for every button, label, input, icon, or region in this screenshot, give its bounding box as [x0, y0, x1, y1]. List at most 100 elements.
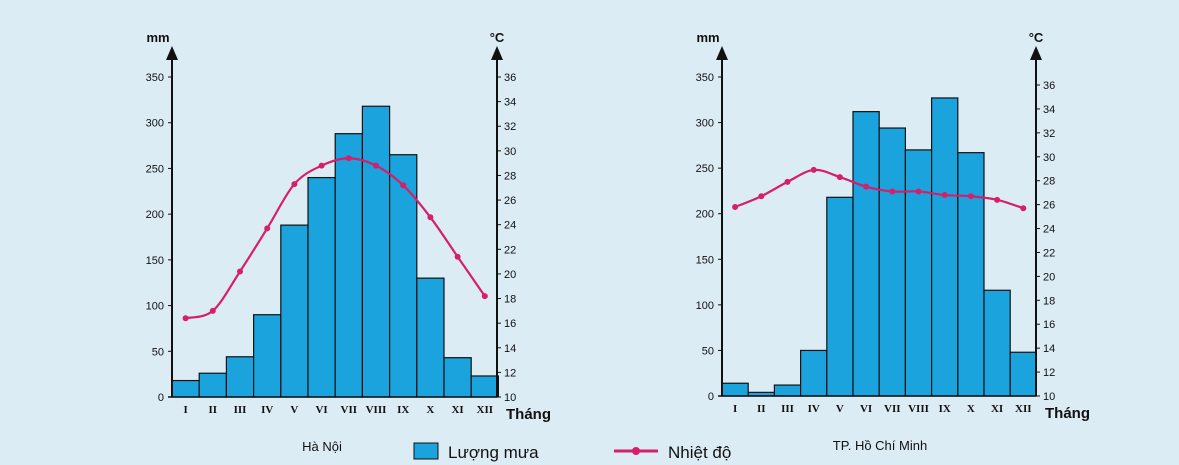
rainfall-bar	[361, 105, 391, 398]
right-tick-label: 16	[504, 318, 516, 330]
right-tick-label: 36	[504, 72, 516, 84]
temperature-point	[810, 166, 817, 173]
rainfall-bar	[826, 196, 854, 397]
month-label: I	[733, 403, 737, 415]
month-label: X	[967, 403, 975, 415]
right-tick-label: 10	[1043, 391, 1055, 403]
left-tick-label: 150	[146, 255, 164, 267]
city-name: Hà Nội	[302, 439, 342, 454]
month-label: II	[757, 403, 766, 415]
temperature-point	[863, 183, 870, 190]
legend-line-label: Nhiệt độ	[668, 443, 731, 462]
left-tick-label: 100	[146, 301, 164, 313]
temperature-point	[967, 193, 974, 200]
left-tick-label: 350	[146, 72, 164, 84]
left-tick-label: 300	[696, 118, 714, 130]
rainfall-bar	[198, 372, 227, 398]
right-tick-label: 36	[1043, 80, 1055, 92]
month-label: II	[209, 404, 218, 416]
temperature-line	[185, 157, 486, 320]
temperature-point	[1020, 205, 1027, 212]
rainfall-bar	[799, 349, 828, 397]
left-axis-unit: mm	[696, 30, 719, 45]
x-axis-label: Tháng	[506, 406, 551, 423]
rainfall-bar	[443, 357, 472, 398]
chart-2: 0 50 100 150 200 250 300 350 mm 10 12 14 16 18 20 22 24 2…	[696, 30, 1090, 453]
month-label: VII	[884, 403, 901, 415]
rainfall-bar	[416, 277, 445, 398]
right-tick-label: 18	[1043, 295, 1055, 307]
rainfall-bar	[389, 154, 418, 398]
left-axis-arrow	[716, 46, 728, 60]
rainfall-bar	[983, 289, 1011, 397]
right-tick-label: 16	[1043, 319, 1055, 331]
left-tick-label: 150	[696, 254, 714, 266]
temperature-point	[758, 193, 765, 200]
rainfall-bar	[957, 152, 985, 397]
right-tick-label: 14	[504, 343, 516, 355]
temperature-point	[427, 214, 434, 221]
temperature-point	[941, 192, 948, 199]
temperature-point	[400, 182, 407, 189]
right-tick-label: 14	[1043, 343, 1055, 355]
right-tick-label: 26	[1043, 200, 1055, 212]
rainfall-bar	[307, 176, 336, 398]
month-label: IX	[939, 403, 951, 415]
right-tick-label: 28	[504, 170, 516, 182]
right-tick-label: 28	[1043, 176, 1055, 188]
temperature-point	[889, 188, 896, 195]
left-tick-label: 0	[158, 392, 164, 404]
month-label: VII	[341, 404, 358, 416]
temperature-point	[784, 178, 791, 185]
temperature-point	[209, 307, 216, 314]
month-label: III	[781, 403, 794, 415]
rainfall-bar	[721, 382, 749, 397]
right-tick-label: 20	[1043, 271, 1055, 283]
rainfall-bar	[1009, 351, 1038, 397]
right-tick-label: 22	[504, 244, 516, 256]
temperature-point	[264, 225, 271, 232]
temperature-point	[291, 181, 298, 188]
rainfall-bar	[253, 314, 282, 398]
right-tick-label: 18	[504, 294, 516, 306]
rainfall-bar	[225, 356, 255, 398]
right-tick-label: 12	[1043, 367, 1055, 379]
rainfall-bar	[852, 111, 880, 397]
right-axis-arrow	[1030, 46, 1042, 60]
right-tick-label: 34	[1043, 104, 1055, 116]
left-tick-label: 0	[708, 391, 714, 403]
left-axis-unit: mm	[146, 30, 169, 45]
rainfall-bar	[904, 149, 933, 397]
right-tick-label: 10	[504, 392, 516, 404]
right-tick-label: 20	[504, 269, 516, 281]
temperature-point	[454, 253, 461, 260]
right-tick-label: 12	[504, 367, 516, 379]
month-label: X	[426, 404, 434, 416]
legend-bar-label: Lượng mưa	[448, 443, 539, 462]
month-label: IV	[808, 403, 820, 415]
temperature-point	[345, 155, 352, 162]
rainfall-bar	[773, 384, 802, 397]
right-tick-label: 30	[1043, 152, 1055, 164]
month-label: V	[290, 404, 298, 416]
left-tick-label: 50	[702, 345, 714, 357]
month-label: VI	[315, 404, 327, 416]
temperature-point	[182, 315, 189, 322]
legend-line-marker	[632, 447, 640, 455]
month-label: VIII	[366, 404, 387, 416]
left-tick-label: 100	[696, 300, 714, 312]
right-tick-label: 24	[1043, 224, 1055, 236]
month-label: XII	[1015, 403, 1032, 415]
month-label: IV	[261, 404, 273, 416]
left-tick-label: 350	[696, 72, 714, 84]
left-axis-arrow	[166, 46, 178, 60]
month-label: XII	[477, 404, 494, 416]
month-label: VIII	[908, 403, 929, 415]
right-tick-label: 26	[504, 195, 516, 207]
temperature-point	[836, 174, 843, 181]
left-tick-label: 250	[696, 163, 714, 175]
month-label: I	[183, 404, 187, 416]
left-tick-label: 50	[152, 346, 164, 358]
rainfall-bar	[470, 375, 500, 398]
